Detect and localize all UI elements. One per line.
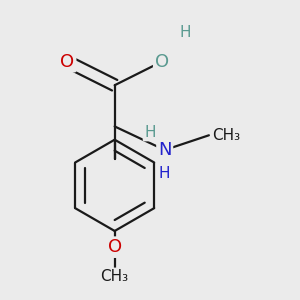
Text: O: O bbox=[108, 238, 122, 256]
Text: H: H bbox=[144, 125, 156, 140]
Text: CH₃: CH₃ bbox=[100, 269, 129, 284]
Text: N: N bbox=[158, 141, 172, 159]
Text: H: H bbox=[180, 25, 191, 40]
Text: CH₃: CH₃ bbox=[212, 128, 240, 143]
Text: O: O bbox=[155, 53, 169, 71]
Text: H: H bbox=[159, 166, 170, 181]
Text: O: O bbox=[61, 53, 75, 71]
